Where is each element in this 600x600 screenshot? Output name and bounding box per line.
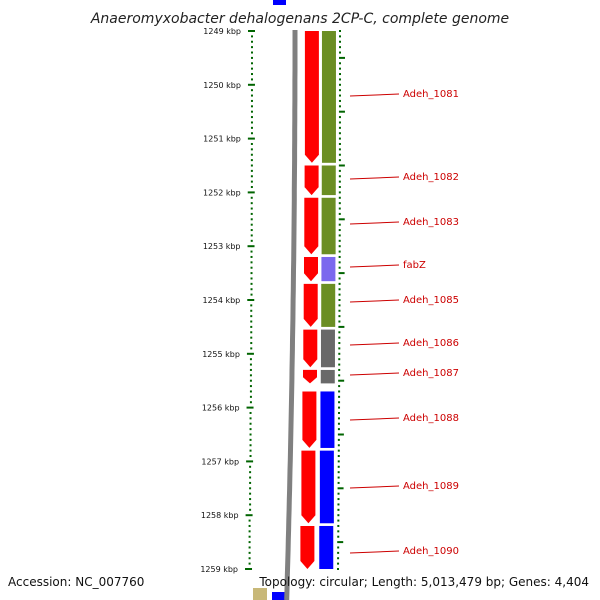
gene-arrow	[303, 329, 318, 368]
tick-label: 1255 kbp	[202, 350, 240, 359]
gene-arrow	[304, 31, 319, 163]
map-title: Anaeromyxobacter dehalogenans 2CP-C, com…	[90, 11, 509, 27]
tick-label: 1258 kbp	[201, 511, 239, 520]
tick-label: 1257 kbp	[201, 457, 239, 466]
cog-box	[320, 369, 335, 384]
tick-label: 1252 kbp	[203, 188, 241, 197]
tick-label: 1249 kbp	[203, 27, 241, 36]
tick-label: 1256 kbp	[202, 404, 240, 413]
inner-ruler	[337, 30, 345, 570]
gene-labels: Adeh_1081 Adeh_1082 Adeh_1083 fabZ Adeh_1085…	[349, 89, 459, 557]
offscreen-feature-top	[273, 0, 286, 5]
tick-label: 1259 kbp	[200, 565, 238, 574]
gene-label-leader	[349, 550, 400, 554]
offscreen-feature-bottom	[253, 588, 267, 600]
tick-label: 1253 kbp	[203, 242, 241, 251]
tick-label: 1254 kbp	[203, 296, 241, 305]
cog-track	[319, 31, 336, 569]
gene-label-leader	[349, 93, 400, 97]
gene-track	[300, 31, 319, 569]
cog-box	[320, 329, 335, 368]
cog-box	[319, 525, 334, 569]
gene-label: Adeh_1083	[403, 217, 459, 228]
kbp-ruler: 1249 kbp 1250 kbp 1251 kbp 1252 kbp 1253 kbp…	[200, 27, 255, 574]
cog-box	[321, 256, 336, 282]
gene-arrow	[300, 526, 315, 569]
gene-arrow	[304, 197, 319, 255]
gene-label: Adeh_1089	[403, 481, 459, 492]
tick-label: 1251 kbp	[203, 135, 241, 144]
genome-backbone	[284, 30, 298, 600]
gene-label-leader	[349, 299, 400, 303]
topology-text: Topology: circular; Length: 5,013,479 bp…	[258, 575, 589, 589]
cog-box	[321, 31, 336, 163]
gene-label: Adeh_1086	[403, 338, 459, 349]
gene-label-leader	[349, 372, 400, 376]
gene-label-leader	[349, 176, 400, 180]
gene-arrow	[304, 165, 319, 196]
gene-label-leader	[349, 417, 400, 421]
cog-box	[321, 283, 336, 327]
gene-label: Adeh_1090	[403, 546, 459, 557]
gene-label: Adeh_1081	[403, 89, 459, 100]
gene-label: Adeh_1087	[403, 368, 459, 379]
cog-box	[319, 450, 334, 524]
gene-label: Adeh_1085	[403, 295, 459, 306]
gene-label-leader	[349, 221, 400, 225]
gene-label-leader	[349, 342, 400, 346]
gene-label-leader	[349, 485, 400, 489]
offscreen-feature-bottom-2	[272, 592, 286, 600]
gene-arrow	[302, 391, 317, 448]
gene-arrow	[301, 450, 316, 524]
gene-label: fabZ	[403, 260, 426, 271]
gene-arrow	[304, 257, 318, 282]
gene-arrow	[303, 369, 317, 384]
cog-box	[320, 391, 335, 448]
cog-box	[321, 165, 336, 196]
tick-label: 1250 kbp	[203, 81, 241, 90]
gene-label: Adeh_1082	[403, 172, 459, 183]
gene-label: Adeh_1088	[403, 413, 459, 424]
gene-arrow	[303, 283, 318, 327]
gene-label-leader	[349, 264, 400, 268]
cog-box	[321, 197, 336, 255]
accession-text: Accession: NC_007760	[8, 575, 144, 589]
